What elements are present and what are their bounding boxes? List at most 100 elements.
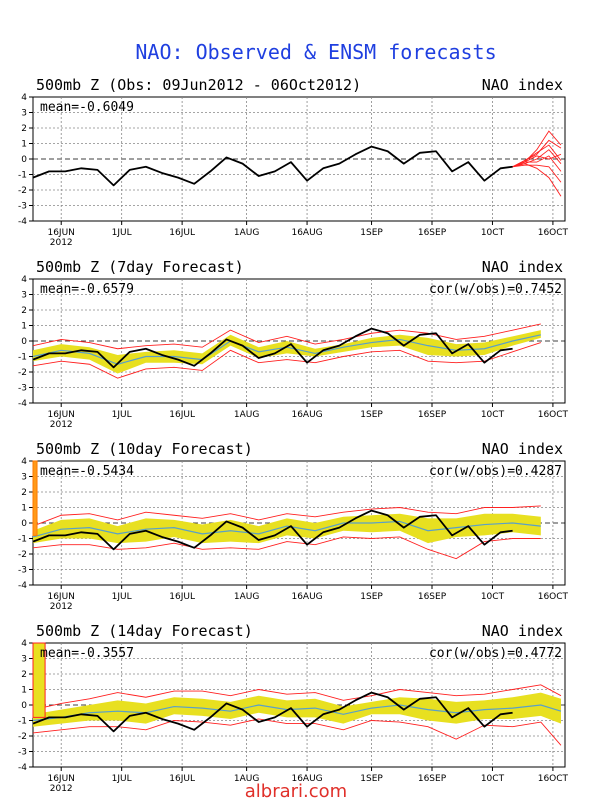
x-tick-label: 1SEP bbox=[360, 592, 383, 602]
y-tick-label: -1 bbox=[18, 353, 27, 363]
correlation-stat: cor(w/obs)=0.7452 bbox=[429, 282, 562, 297]
y-tick-label: -2 bbox=[18, 550, 27, 560]
correlation-stat: cor(w/obs)=0.4772 bbox=[429, 646, 562, 661]
x-tick-label: 16JUL bbox=[169, 410, 195, 420]
chart-panel-2: 500mb Z (7day Forecast) NAO index -4 -3 -2 -1… bbox=[18, 258, 569, 430]
x-tick-label: 10CT bbox=[481, 774, 505, 784]
x-tick-label: 16SEP bbox=[418, 228, 447, 238]
x-tick-label: 1SEP bbox=[360, 228, 383, 238]
x-tick-label: 16JUN bbox=[47, 592, 74, 602]
x-tick-label: 16SEP bbox=[418, 410, 447, 420]
x-tick-label: 16OCT bbox=[538, 774, 569, 784]
y-tick-label: -4 bbox=[18, 763, 27, 773]
y-tick-label: -4 bbox=[18, 217, 27, 227]
x-tick-label: 1JUL bbox=[112, 228, 132, 238]
x-tick-label: 16AUG bbox=[291, 774, 322, 784]
x-tick-label: 16OCT bbox=[538, 410, 569, 420]
ensemble-member-line bbox=[32, 718, 562, 746]
ensemble-member-line bbox=[512, 163, 562, 197]
y-tick-label: 0 bbox=[21, 701, 27, 711]
x-tick-label: 1AUG bbox=[234, 592, 259, 602]
y-tick-label: 1 bbox=[21, 504, 27, 514]
y-tick-label: -1 bbox=[18, 535, 27, 545]
observed-nao-line bbox=[32, 327, 513, 369]
x-tick-label: 1JUL bbox=[112, 774, 132, 784]
chart-panel-3: 500mb Z (10day Forecast) NAO index -4 -3 -2 -… bbox=[18, 440, 569, 612]
y-tick-label: -1 bbox=[18, 171, 27, 181]
x-tick-label: 10CT bbox=[481, 592, 505, 602]
observed-nao-line bbox=[32, 691, 513, 733]
panel-title: 500mb Z (14day Forecast) bbox=[36, 622, 253, 640]
x-tick-label: 1JUL bbox=[112, 410, 132, 420]
y-tick-label: 0 bbox=[21, 337, 27, 347]
ensemble-mean-line bbox=[32, 520, 541, 538]
x-tick-label: 1AUG bbox=[234, 774, 259, 784]
mean-stat: mean=-0.6049 bbox=[40, 100, 134, 115]
mean-stat: mean=-0.3557 bbox=[40, 646, 134, 661]
observed-nao-line bbox=[32, 509, 513, 551]
panel-index-label: NAO index bbox=[482, 622, 563, 640]
x-tick-label: 16JUL bbox=[169, 774, 195, 784]
ensemble-member-line bbox=[512, 153, 562, 168]
y-tick-label: 1 bbox=[21, 140, 27, 150]
panel-index-label: NAO index bbox=[482, 76, 563, 94]
y-tick-label: -1 bbox=[18, 717, 27, 727]
x-tick-label: 10CT bbox=[481, 410, 505, 420]
panel-index-label: NAO index bbox=[482, 258, 563, 276]
mean-stat: mean=-0.5434 bbox=[40, 464, 134, 479]
x-tick-year-label: 2012 bbox=[50, 420, 73, 430]
ensemble-mean-line bbox=[32, 704, 562, 722]
x-tick-label: 16AUG bbox=[291, 228, 322, 238]
x-tick-label: 16JUN bbox=[47, 774, 74, 784]
x-tick-label: 16SEP bbox=[418, 592, 447, 602]
y-tick-label: 4 bbox=[21, 639, 27, 649]
chart-panel-4: 500mb Z (14day Forecast) NAO index -4 -3 -2 -… bbox=[18, 622, 569, 794]
ensemble-member-line bbox=[32, 684, 562, 711]
x-tick-label: 16SEP bbox=[418, 774, 447, 784]
mean-stat: mean=-0.6579 bbox=[40, 282, 134, 297]
chart-panel-1: 500mb Z (Obs: 09Jun2012 - 06Oct2012) NAO … bbox=[18, 76, 569, 248]
x-tick-label: 1AUG bbox=[234, 228, 259, 238]
y-tick-label: 3 bbox=[21, 473, 27, 483]
x-tick-label: 16JUN bbox=[47, 228, 74, 238]
y-tick-label: 2 bbox=[21, 124, 27, 134]
x-tick-label: 1SEP bbox=[360, 410, 383, 420]
y-tick-label: 3 bbox=[21, 109, 27, 119]
correlation-stat: cor(w/obs)=0.4287 bbox=[429, 464, 562, 479]
y-tick-label: -2 bbox=[18, 732, 27, 742]
x-tick-label: 1JUL bbox=[112, 592, 132, 602]
y-tick-label: 4 bbox=[21, 275, 27, 285]
x-tick-label: 16AUG bbox=[291, 592, 322, 602]
y-tick-label: 1 bbox=[21, 686, 27, 696]
panel-title: 500mb Z (10day Forecast) bbox=[36, 440, 253, 458]
x-tick-label: 16JUL bbox=[169, 592, 195, 602]
y-tick-label: 2 bbox=[21, 306, 27, 316]
x-tick-label: 1SEP bbox=[360, 774, 383, 784]
y-tick-label: -2 bbox=[18, 186, 27, 196]
y-tick-label: -4 bbox=[18, 399, 27, 409]
x-tick-label: 10CT bbox=[481, 228, 505, 238]
figure-title: NAO: Observed & ENSM forecasts bbox=[135, 40, 496, 64]
x-tick-label: 16JUN bbox=[47, 410, 74, 420]
y-tick-label: 3 bbox=[21, 291, 27, 301]
y-tick-label: 0 bbox=[21, 519, 27, 529]
y-tick-label: 4 bbox=[21, 457, 27, 467]
panel-title: 500mb Z (Obs: 09Jun2012 - 06Oct2012) bbox=[36, 76, 361, 94]
y-tick-label: 1 bbox=[21, 322, 27, 332]
ensemble-member-line bbox=[32, 536, 541, 560]
panel-title: 500mb Z (7day Forecast) bbox=[36, 258, 244, 276]
x-tick-label: 16OCT bbox=[538, 228, 569, 238]
watermark: albrari.com bbox=[245, 781, 347, 800]
ensemble-member-line bbox=[32, 323, 541, 350]
x-tick-year-label: 2012 bbox=[50, 784, 73, 794]
y-tick-label: -3 bbox=[18, 748, 27, 758]
x-tick-year-label: 2012 bbox=[50, 602, 73, 612]
forecast-spread-band bbox=[33, 330, 541, 374]
y-tick-label: -3 bbox=[18, 202, 27, 212]
y-tick-label: -3 bbox=[18, 384, 27, 394]
y-tick-label: 4 bbox=[21, 93, 27, 103]
x-tick-label: 16OCT bbox=[538, 592, 569, 602]
y-tick-label: 2 bbox=[21, 488, 27, 498]
x-tick-label: 16AUG bbox=[291, 410, 322, 420]
